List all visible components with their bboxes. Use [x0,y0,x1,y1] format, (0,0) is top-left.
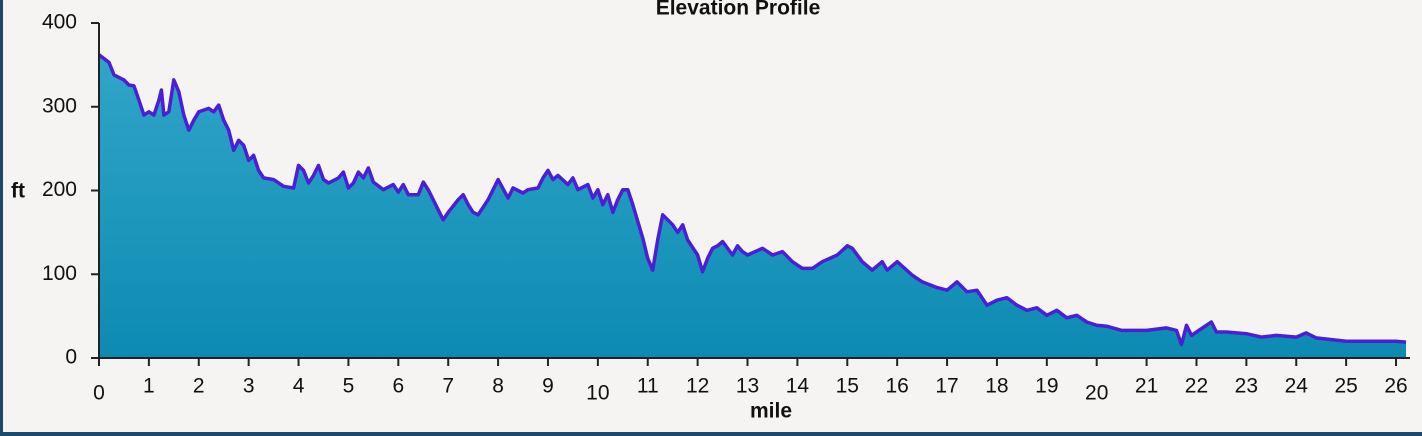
y-tick-label: 400 [42,11,77,34]
x-tick-label: 16 [885,375,908,398]
y-tick-label: 0 [65,346,77,369]
x-tick-label: 21 [1135,375,1158,398]
y-axis-label: ft [11,180,25,203]
x-tick-label: 13 [736,375,759,398]
frame-left [0,0,3,436]
y-tick-label: 300 [42,94,77,117]
x-tick-label: 12 [686,375,709,398]
elevation-line [97,53,1407,347]
x-tick-label: 19 [1035,375,1058,398]
x-axis-label: mile [750,400,792,423]
y-tick-label: 100 [42,262,77,285]
x-tick-label: 23 [1235,375,1258,398]
x-tick-label: 8 [492,375,504,398]
x-tick-label: 17 [935,375,958,398]
x-tick-label: 15 [836,375,859,398]
x-tick-label: 10 [586,382,609,405]
x-tick-label: 24 [1285,375,1309,398]
chart-title: Elevation Profile [656,0,821,20]
x-tick-label: 20 [1085,382,1108,405]
x-tick-label: 26 [1384,375,1407,398]
area-fill [99,54,1406,359]
x-tick-label: 2 [193,375,205,398]
x-tick-label: 7 [442,375,454,398]
y-tick-label: 200 [42,178,77,201]
x-tick-label: 9 [542,375,554,398]
x-tick-label: 25 [1334,375,1357,398]
x-tick-label: 14 [786,375,810,398]
x-tick-label: 1 [143,375,155,398]
frame-bottom [0,432,1422,436]
x-tick-label: 11 [637,375,659,398]
x-tick-label: 18 [985,375,1008,398]
x-tick-label: 5 [343,375,355,398]
x-tick-label: 4 [293,375,305,398]
x-tick-label: 6 [392,375,404,398]
area-tint [99,54,1406,359]
x-tick-label: 3 [243,375,255,398]
x-tick-label: 0 [93,382,105,405]
x-tick-label: 22 [1185,375,1208,398]
